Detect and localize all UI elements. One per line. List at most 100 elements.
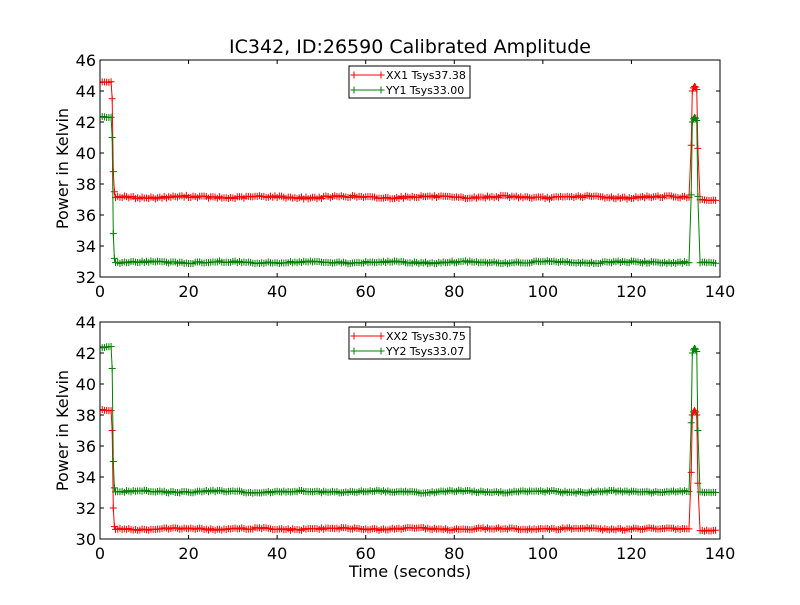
data-point xyxy=(693,347,701,355)
y-tick-label: 40 xyxy=(76,375,96,394)
y-tick-label: 38 xyxy=(76,175,96,194)
data-point xyxy=(693,411,701,419)
data-point xyxy=(688,87,696,95)
legend: XX2 Tsys30.75 YY2 Tsys33.07 xyxy=(348,326,471,360)
x-tick-label: 40 xyxy=(267,544,287,563)
x-tick-label: 0 xyxy=(95,544,105,563)
y-tick-label: 34 xyxy=(76,237,96,256)
data-point xyxy=(109,458,117,465)
data-point xyxy=(109,168,117,176)
x-tick-label: 120 xyxy=(616,282,647,301)
bottom-panel: 0 20 40 60 80 100 120 140 30 32 34 36 38 40 42 44 Power … xyxy=(53,313,735,581)
y-tick-label: 44 xyxy=(76,313,96,332)
y-tick-label: 44 xyxy=(76,82,96,101)
chart-title: IC342, ID:26590 Calibrated Amplitude xyxy=(229,36,591,58)
y-tick-label: 42 xyxy=(76,113,96,132)
series-markers-xx2 xyxy=(100,405,720,535)
series-group xyxy=(100,78,720,268)
data-point xyxy=(694,192,702,200)
legend-box xyxy=(348,65,471,99)
data-point xyxy=(691,406,699,414)
legend-label: XX2 Tsys30.75 xyxy=(386,330,466,343)
data-point xyxy=(712,526,720,534)
y-tick-label: 40 xyxy=(76,144,96,163)
data-point xyxy=(107,78,115,86)
x-tick-label: 40 xyxy=(267,282,287,301)
legend-marker xyxy=(350,71,358,79)
data-point xyxy=(693,116,701,124)
data-point xyxy=(685,488,693,496)
series-group xyxy=(100,342,720,535)
y-tick-label: 32 xyxy=(76,499,96,518)
data-point xyxy=(687,419,695,427)
series-markers-yy1 xyxy=(100,113,720,268)
data-point xyxy=(688,349,696,357)
legend-label: YY1 Tsys33.00 xyxy=(385,84,464,97)
plot-frame xyxy=(99,321,721,540)
data-point xyxy=(687,468,695,476)
y-axis-label: Power in Kelvin xyxy=(53,370,72,491)
legend: XX1 Tsys37.38 YY1 Tsys33.00 xyxy=(348,65,471,99)
data-point xyxy=(712,488,720,496)
x-tick-label: 140 xyxy=(705,282,736,301)
legend-marker xyxy=(377,71,385,79)
y-tick-label: 34 xyxy=(76,468,96,487)
y-tick-label: 42 xyxy=(76,344,96,363)
y-tick-label: 36 xyxy=(76,206,96,225)
data-point xyxy=(712,196,720,204)
y-axis-label: Power in Kelvin xyxy=(53,108,72,229)
data-point xyxy=(109,230,117,238)
x-tick-label: 120 xyxy=(616,544,647,563)
data-point xyxy=(687,141,695,149)
x-tick-label: 20 xyxy=(178,282,198,301)
data-point xyxy=(110,254,118,262)
legend-marker xyxy=(350,347,358,355)
data-point xyxy=(108,365,116,372)
legend-marker xyxy=(377,347,385,355)
legend-marker xyxy=(377,86,385,94)
y-tick-label: 36 xyxy=(76,437,96,456)
x-tick-label: 80 xyxy=(444,544,464,563)
legend-marker xyxy=(377,332,385,340)
y-tick-label: 32 xyxy=(76,268,96,287)
y-tick-label: 30 xyxy=(76,530,96,549)
data-point xyxy=(110,188,118,196)
x-tick-label: 80 xyxy=(444,282,464,301)
legend-box xyxy=(348,326,471,360)
data-point xyxy=(107,342,115,350)
y-tick-label: 38 xyxy=(76,406,96,425)
x-tick-label: 100 xyxy=(528,544,559,563)
legend-item: YY1 Tsys33.00 xyxy=(350,84,464,97)
legend-item: YY2 Tsys33.07 xyxy=(350,345,464,358)
data-point xyxy=(109,504,117,512)
data-point xyxy=(108,427,116,434)
x-tick-label: 140 xyxy=(705,544,736,563)
data-point xyxy=(694,144,702,152)
data-point xyxy=(107,113,115,121)
legend-item: XX2 Tsys30.75 xyxy=(350,330,466,343)
x-tick-label: 20 xyxy=(178,544,198,563)
legend-marker xyxy=(350,332,358,340)
data-point xyxy=(712,259,720,267)
x-tick-label: 100 xyxy=(528,282,559,301)
x-tick-label: 0 xyxy=(95,282,105,301)
data-point xyxy=(685,259,693,267)
plot-frame xyxy=(99,59,721,278)
data-point xyxy=(688,118,696,126)
data-point xyxy=(110,484,118,492)
top-panel: 0 20 40 60 80 100 120 140 32 34 36 38 40 42 44 46 Power … xyxy=(53,51,735,301)
x-tick-label: 60 xyxy=(356,544,376,563)
y-tick-label: 46 xyxy=(76,51,96,70)
series-markers-yy2 xyxy=(100,342,720,497)
legend-marker xyxy=(350,86,358,94)
x-axis-label: Time (seconds) xyxy=(348,562,471,581)
data-point xyxy=(685,525,693,533)
data-point xyxy=(693,85,701,93)
series-markers-xx1 xyxy=(100,78,720,204)
legend-label: XX1 Tsys37.38 xyxy=(386,69,466,82)
legend-label: YY2 Tsys33.07 xyxy=(385,345,464,358)
data-point xyxy=(687,191,695,199)
data-point xyxy=(107,407,115,415)
